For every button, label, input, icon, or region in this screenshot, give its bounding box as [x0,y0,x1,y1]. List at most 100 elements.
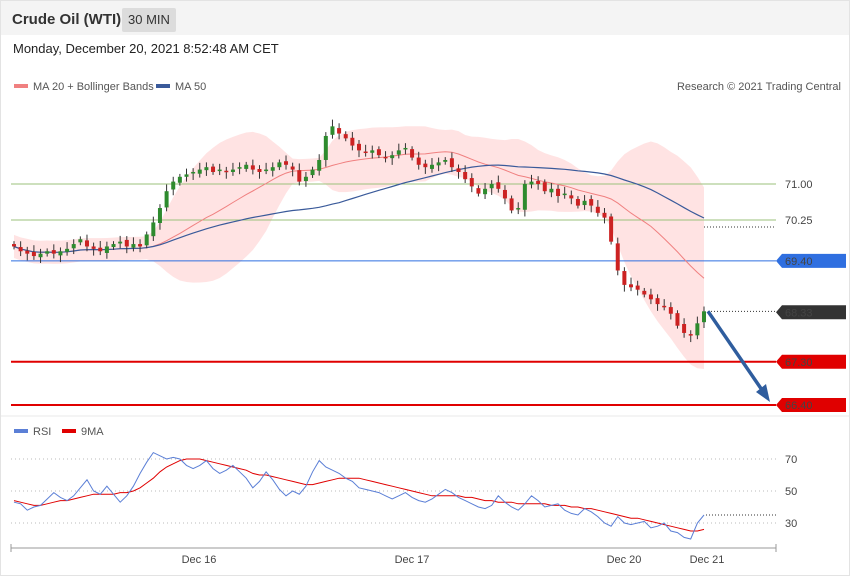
rsi-panel: 70 50 30 [11,451,797,540]
candle-body [536,181,541,184]
candle-body [84,240,89,247]
legend-ma50-swatch [156,84,170,88]
candle-body [297,170,302,182]
chart-datetime: Monday, December 20, 2021 8:52:48 AM CET [13,41,279,56]
x-tick-label: Dec 20 [607,554,642,566]
legend-ma20-swatch [14,84,28,88]
candle-body [662,305,667,308]
candle-body [542,182,547,192]
candle-body [124,239,129,247]
rsi-tick-70: 70 [785,454,797,466]
moving-averages [13,151,705,279]
bollinger-bands [14,126,704,369]
candle-body [496,182,501,189]
candle-body [463,171,468,180]
candle-body [688,334,693,336]
candle-body [410,149,415,158]
candle-body [151,222,156,237]
candle-body [204,167,209,171]
level-label-71.00: 71.00 [785,179,813,191]
rsi-line [13,451,705,540]
candle-body [682,323,687,333]
candle-body [602,212,607,218]
rsi-tick-30: 30 [785,518,797,530]
candle-body [376,149,381,156]
candle-body [45,251,50,254]
candle-body [582,200,587,206]
candle-body [629,284,634,288]
candle-body [284,161,289,165]
candle-body [157,208,162,224]
candle-body [416,157,421,165]
candle-body [456,168,461,172]
x-axis: Dec 16 Dec 17 Dec 20 Dec 21 [10,544,777,566]
legend-ma50-label: MA 50 [175,81,206,93]
candle-body [171,181,176,190]
candle-body [164,191,169,208]
legend-rsi-label: RSI [33,426,51,438]
copyright-text: Research © 2021 Trading Central [677,81,841,93]
candle-body [330,126,335,135]
candle-body [38,253,43,258]
candle-body [363,151,368,154]
candle-body [244,164,249,169]
candle-body [469,178,474,187]
chart-header: Crude Oil (WTI) 30 MIN [1,1,849,35]
legend-ma20-label: MA 20 + Bollinger Bands [33,81,154,93]
candle-body [118,241,123,244]
timeframe-button[interactable]: 30 MIN [122,8,176,32]
candle-body [635,285,640,290]
candle-body [489,184,494,189]
candle-body [224,170,229,173]
candle-body [642,290,647,295]
level-label-69.40: 69.40 [785,256,813,268]
candle-body [184,174,189,177]
level-label-70.25: 70.25 [785,215,813,227]
candle-body [211,166,216,172]
candle-body [675,313,680,326]
candle-body [138,244,143,247]
candle-body [197,169,202,174]
candle-body [51,250,56,254]
candle-body [396,150,401,155]
candle-body [383,156,388,159]
candle-body [12,244,16,247]
candle-body [317,159,322,171]
x-tick-label: Dec 17 [395,554,430,566]
level-label-66.40: 66.40 [785,400,813,412]
candle-body [237,167,242,169]
candle-body [58,251,63,256]
candle-body [310,169,315,176]
candle-body [343,134,348,139]
candle-body [695,323,700,336]
x-tick-label: Dec 16 [182,554,217,566]
candle-body [290,166,295,170]
candle-body [91,246,96,249]
candle-body [350,137,355,146]
candle-body [277,162,282,168]
candle-body [549,188,554,193]
candle-body [429,164,434,169]
candle-body [622,271,627,285]
candle-body [144,234,149,246]
candle-body [250,165,255,170]
candle-body [264,169,269,172]
ma50-line [13,164,705,253]
candle-body [668,307,673,314]
candle-body [575,198,580,206]
candle-body [104,246,109,253]
candle-body [257,169,262,172]
candle-body [589,199,594,206]
candle-body [390,155,395,159]
candle-body [323,135,328,160]
rsi-9ma-line [13,458,705,532]
level-tag-67.30 [776,354,846,369]
level-label-68.33: 68.33 [785,307,813,319]
legend-9ma-label: 9MA [81,426,104,438]
candle-body [71,244,76,249]
candle-body [522,184,527,210]
candle-body [702,311,706,323]
candle-body [78,239,83,243]
